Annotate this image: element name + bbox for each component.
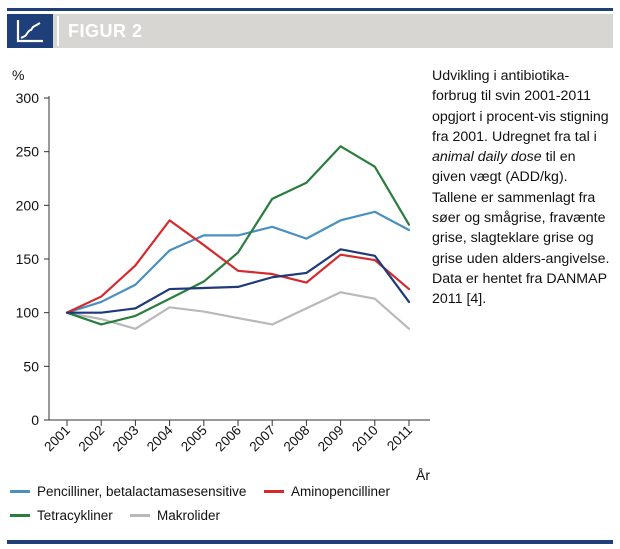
y-tick-label: 150 (16, 251, 40, 267)
x-tick-label: 2003 (110, 423, 142, 455)
figure-header (7, 14, 613, 48)
x-tick-label: 2008 (281, 423, 313, 455)
x-tick-label: 2002 (75, 423, 107, 455)
y-tick-label: 200 (16, 197, 40, 213)
x-tick-label: 2005 (178, 423, 210, 455)
top-rule (7, 8, 613, 11)
legend-swatch (264, 490, 284, 493)
x-tick-label: 2010 (349, 423, 381, 455)
legend-item: Aminopencilliner (264, 483, 390, 501)
legend-item: Tetracykliner (10, 507, 113, 525)
y-tick-label: 100 (16, 305, 40, 321)
y-tick-label: 0 (31, 412, 39, 428)
line-chart-icon (7, 14, 53, 48)
legend-label: Tetracykliner (37, 508, 113, 523)
series-line (65, 210, 411, 314)
legend-swatch (10, 514, 30, 517)
header-separator (57, 16, 59, 46)
x-tick-label: 2011 (384, 423, 415, 454)
legend-swatch (130, 514, 150, 517)
caption-italic: animal daily dose (432, 149, 542, 166)
y-unit-label: % (12, 67, 24, 83)
x-tick-label: 2006 (212, 423, 244, 455)
figure-caption: Udvikling i antibiotika-forbrug til svin… (432, 66, 612, 310)
y-tick-label: 300 (16, 90, 40, 106)
x-tick-label: 2007 (246, 423, 278, 455)
legend-item: Makrolider (130, 507, 220, 525)
caption-text-2: til en given vægt (ADD/kg). Tallene er s… (432, 149, 610, 308)
caption-text-1: Udvikling i antibiotika-forbrug til svin… (432, 68, 609, 145)
series-line (65, 145, 411, 326)
figure-label: FIGUR 2 (68, 21, 143, 41)
series-line (65, 248, 411, 314)
legend-label: Aminopencilliner (291, 484, 391, 499)
y-tick-label: 50 (23, 358, 39, 374)
series-line (65, 291, 411, 330)
legend-label: Makrolider (157, 508, 221, 523)
x-tick-label: 2001 (41, 423, 73, 455)
x-axis-label: År (416, 467, 430, 483)
bottom-rule (7, 540, 613, 544)
y-tick-label: 250 (16, 144, 40, 160)
x-tick-label: 2009 (315, 423, 347, 455)
legend-swatch (10, 490, 30, 493)
legend-item: Pencilliner, betalactamasesensitive (10, 483, 246, 501)
series-line (65, 219, 411, 314)
x-tick-label: 2004 (144, 422, 176, 454)
legend-label: Pencilliner, betalactamasesensitive (37, 484, 247, 499)
